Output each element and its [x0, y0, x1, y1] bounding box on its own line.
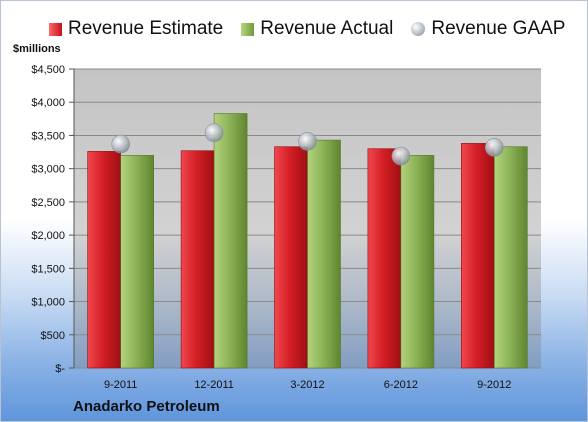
legend-swatch-actual [241, 22, 255, 36]
bar-revenue-estimate [180, 150, 215, 369]
legend-label-estimate: Revenue Estimate [68, 18, 224, 39]
bar-revenue-estimate [274, 146, 308, 369]
legend-item-gaap: Revenue GAAP [411, 18, 565, 40]
bar-revenue-actual [213, 113, 248, 369]
legend-item-actual: Revenue Actual [241, 18, 393, 40]
legend-swatch-estimate [49, 22, 62, 36]
bar-revenue-actual [493, 146, 528, 369]
company-name: Anadarko Petroleum [73, 398, 220, 415]
y-tick-label: $2,000 [31, 230, 65, 242]
x-tick-label: 3-2012 [290, 379, 324, 391]
y-tick-label: $- [55, 363, 65, 375]
y-axis-unit-label: $millions [13, 43, 61, 55]
legend-item-estimate: Revenue Estimate [49, 18, 223, 40]
y-tick-label: $1,000 [31, 297, 65, 309]
y-tick-label: $3,000 [31, 164, 65, 176]
bar-revenue-actual [400, 155, 435, 369]
legend-label-gaap: Revenue GAAP [431, 18, 566, 39]
bar-revenue-estimate [367, 148, 402, 369]
y-tick-label: $500 [41, 330, 65, 342]
marker-revenue-gaap [111, 134, 130, 154]
marker-revenue-gaap [204, 123, 224, 143]
y-tick-label: $4,000 [31, 97, 65, 109]
x-tick-label: 9-2011 [104, 379, 137, 391]
bar-revenue-estimate [460, 143, 495, 369]
bar-revenue-actual [120, 155, 154, 369]
x-tick-label: 6-2012 [384, 379, 418, 391]
x-tick-label: 12-2011 [194, 379, 234, 391]
legend-label-actual: Revenue Actual [260, 18, 394, 39]
legend-swatch-gaap [411, 22, 426, 36]
marker-revenue-gaap [298, 132, 317, 151]
x-tick-label: 9-2012 [477, 379, 511, 391]
y-tick-label: $1,500 [31, 263, 65, 275]
y-tick-label: $3,500 [31, 130, 65, 142]
bar-revenue-estimate [87, 151, 121, 369]
y-tick-label: $2,500 [31, 197, 65, 209]
bar-revenue-actual [307, 139, 341, 369]
y-tick-label: $4,500 [31, 64, 65, 76]
marker-revenue-gaap [484, 138, 504, 157]
legend: Revenue Estimate Revenue Actual Revenue … [49, 15, 565, 43]
marker-revenue-gaap [391, 146, 411, 166]
